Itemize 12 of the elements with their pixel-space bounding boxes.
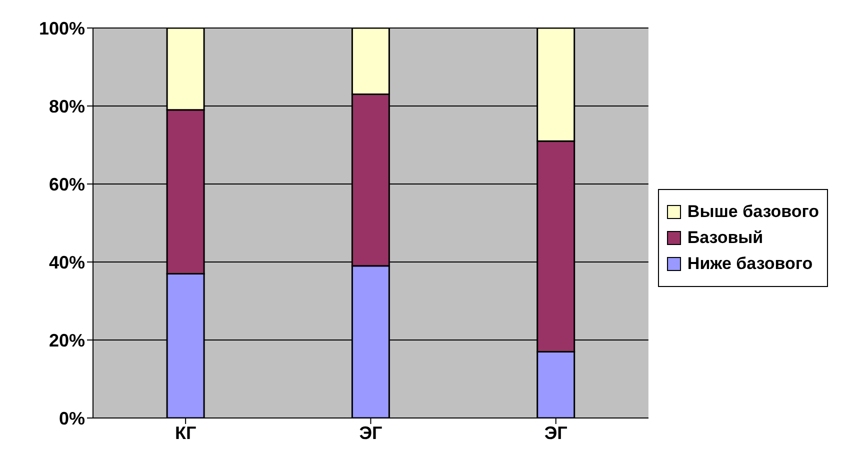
x-tick-label: КГ — [174, 422, 196, 443]
y-tick-label: 20% — [48, 330, 85, 350]
y-tick-label: 100% — [38, 18, 85, 38]
x-tick-label: ЭГ — [359, 422, 382, 443]
x-tick-label: ЭГ — [544, 422, 568, 443]
y-tick-label: 40% — [48, 252, 85, 272]
legend-label: Базовый — [687, 228, 764, 248]
legend-label: Ниже базового — [687, 254, 813, 274]
y-tick-label: 60% — [48, 174, 85, 194]
y-tick-label: 0% — [58, 408, 85, 428]
y-tick-label: 80% — [48, 96, 85, 116]
legend-label: Выше базового — [687, 202, 819, 222]
